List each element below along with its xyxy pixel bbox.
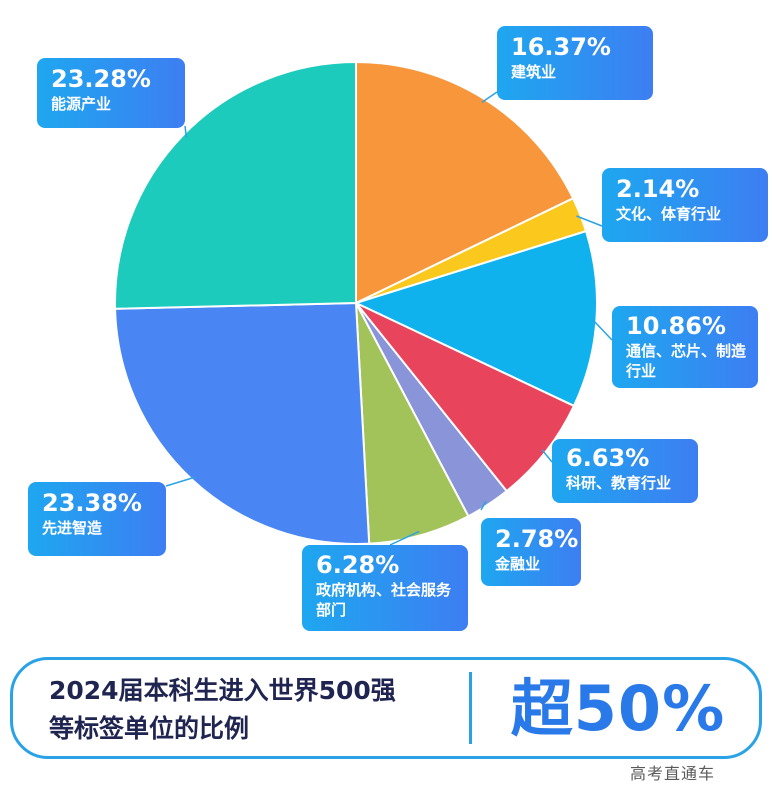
leader-line-culture-sports: [576, 215, 603, 227]
data-label-finance-name: 金融业: [495, 555, 541, 573]
summary-caption-line1: 2024届本科生进入世界500强: [49, 676, 396, 705]
data-label-culture-sports-name: 文化、体育行业: [616, 205, 722, 223]
callout-energy: 23.28% 能源产业: [37, 58, 185, 128]
data-label-advanced-manufacturing-value: 23.38%: [42, 489, 142, 517]
summary-divider: [469, 672, 472, 744]
callout-research-education: 6.63% 科研、教育行业: [552, 439, 698, 503]
data-label-construction-value: 16.37%: [511, 33, 611, 61]
watermark: 高考直通车: [630, 764, 716, 783]
data-label-government-name: 政府机构、社会服务部门: [316, 581, 452, 619]
data-label-energy-name: 能源产业: [51, 95, 112, 113]
pie-slice-government: [355, 302, 470, 545]
leader-line-research-education: [541, 449, 553, 463]
leader-line-construction: [481, 91, 498, 103]
callout-construction: 16.37% 建筑业: [497, 26, 653, 100]
pie-slice-research-education: [355, 302, 576, 493]
leader-line-telecom-chip: [591, 318, 613, 341]
summary-caption: 2024届本科生进入世界500强 等标签单位的比例: [49, 672, 459, 748]
summary-caption-line2: 等标签单位的比例: [49, 714, 250, 743]
callout-advanced-manufacturing: 23.38% 先进智造: [28, 482, 166, 556]
data-label-construction-name: 建筑业: [511, 63, 557, 81]
data-label-energy-value: 23.28%: [51, 65, 151, 93]
pie-slice-energy: [114, 60, 357, 310]
data-label-finance-value: 2.78%: [495, 525, 579, 553]
data-label-research-education-name: 科研、教育行业: [566, 474, 672, 492]
callout-telecom-chip: 10.86% 通信、芯片、制造行业: [612, 306, 758, 388]
data-label-telecom-chip-name: 通信、芯片、制造行业: [626, 342, 747, 380]
leader-line-advanced-manufacturing: [165, 476, 196, 487]
pie-slice-telecom-chip: [353, 229, 598, 408]
callout-government: 6.28% 政府机构、社会服务部门: [302, 545, 468, 631]
callout-finance: 2.78% 金融业: [481, 518, 581, 586]
leader-line-government: [389, 530, 420, 546]
callout-culture-sports: 2.14% 文化、体育行业: [602, 168, 768, 242]
summary-banner: 2024届本科生进入世界500强 等标签单位的比例 超50%: [10, 657, 762, 759]
summary-highlight: 超50%: [510, 672, 726, 745]
leader-line-finance: [480, 500, 487, 511]
leader-line-energy: [184, 125, 188, 138]
pie-chart: [114, 60, 613, 546]
data-label-government-value: 6.28%: [316, 551, 400, 579]
pie-slice-advanced-manufacturing: [114, 301, 371, 546]
data-label-telecom-chip-value: 10.86%: [626, 312, 726, 340]
data-label-culture-sports-value: 2.14%: [616, 175, 700, 203]
data-label-advanced-manufacturing-name: 先进智造: [42, 519, 103, 537]
pie-slice-construction: [355, 60, 575, 305]
data-label-research-education-value: 6.63%: [566, 444, 650, 472]
